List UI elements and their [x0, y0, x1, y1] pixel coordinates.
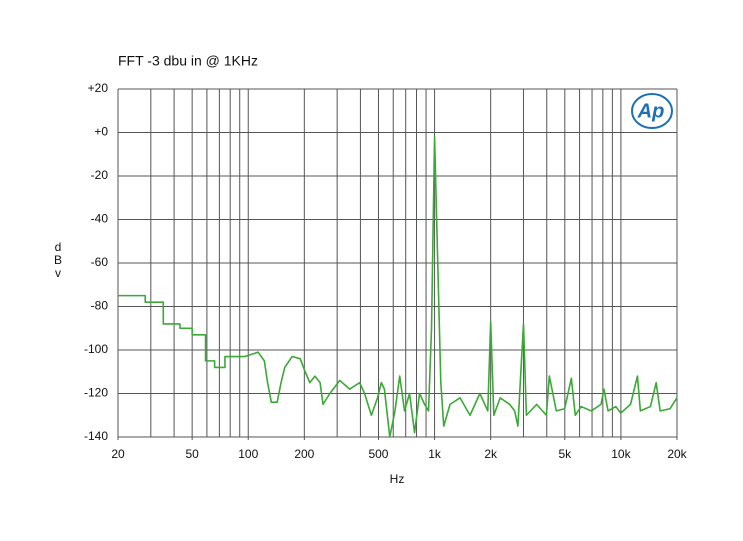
x-tick-label: 20k [667, 447, 687, 461]
x-tick-label: 200 [294, 447, 314, 461]
y-tick-label: -60 [91, 255, 109, 269]
x-tick-label: 100 [238, 447, 258, 461]
y-tick-label: -20 [91, 168, 109, 182]
chart-title: FFT -3 dbu in @ 1KHz [118, 53, 258, 69]
logo-text: Ap [637, 100, 665, 122]
y-tick-label: +20 [88, 81, 109, 95]
y-tick-label: +0 [94, 125, 108, 139]
x-tick-label: 2k [484, 447, 498, 461]
x-tick-label: 1k [428, 447, 442, 461]
x-tick-label: 50 [185, 447, 199, 461]
x-tick-label: 500 [368, 447, 388, 461]
logo: Ap [631, 93, 673, 129]
y-tick-label: -40 [91, 212, 109, 226]
x-tick-label: 20 [111, 447, 125, 461]
y-tick-label: -100 [84, 342, 108, 356]
data-line [118, 136, 678, 438]
x-tick-label: 10k [611, 447, 631, 461]
y-tick-label: -80 [91, 299, 109, 313]
y-tick-label: -140 [84, 429, 108, 443]
logo-ring [631, 93, 673, 129]
x-axis-label: Hz [390, 472, 405, 486]
x-tick-label: 5k [558, 447, 572, 461]
y-tick-label: -120 [84, 386, 108, 400]
